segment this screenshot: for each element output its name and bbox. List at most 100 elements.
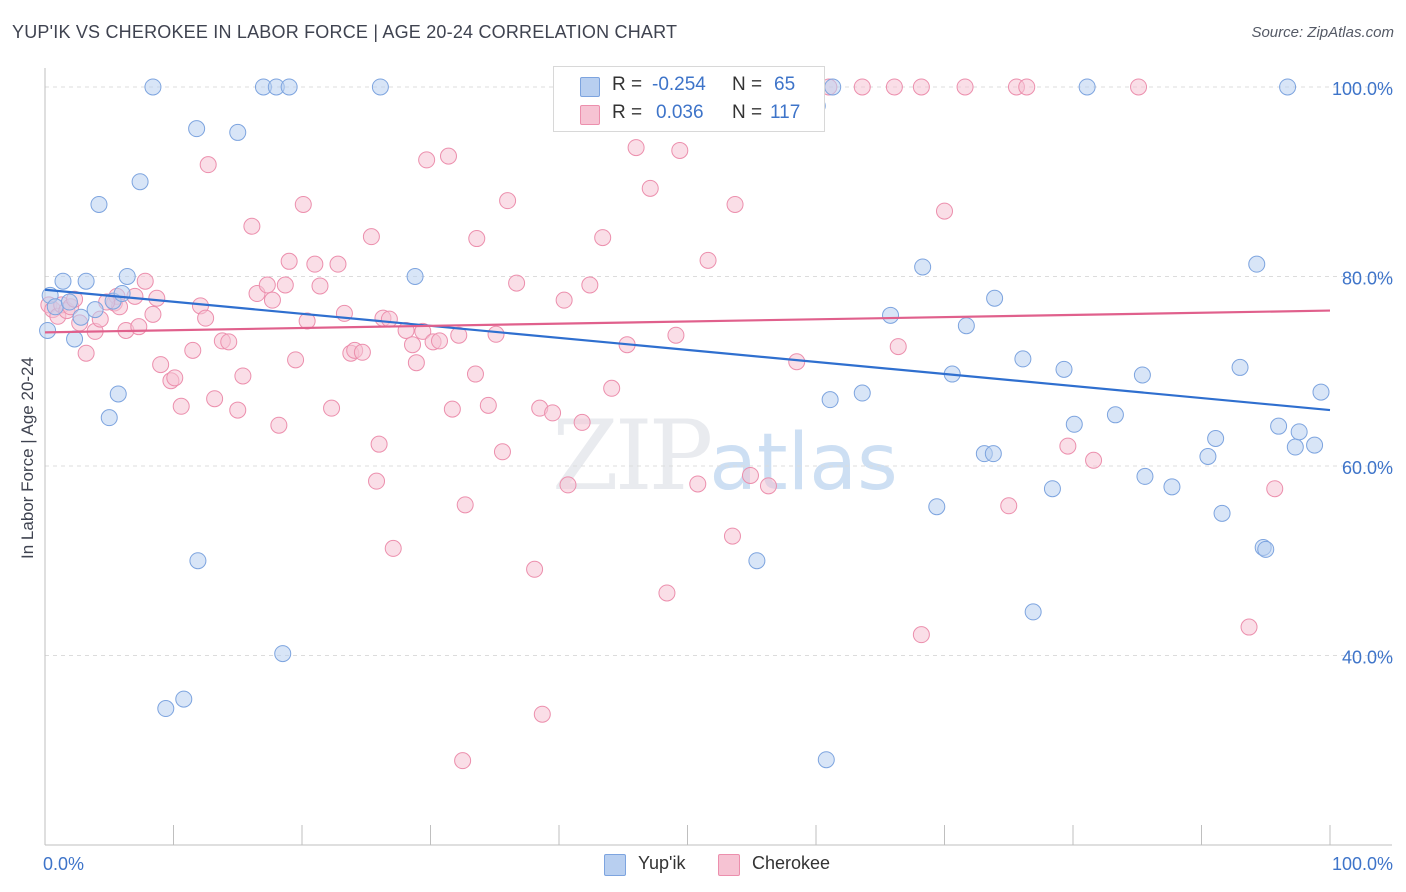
cherokee-point [956, 78, 974, 96]
cherokee-point [555, 291, 573, 309]
yupik-point [853, 384, 871, 402]
cherokee-point [404, 336, 422, 354]
yupik-point [90, 195, 108, 213]
yupik-point [1270, 417, 1288, 435]
yupik-point [914, 258, 932, 276]
cherokee-point [197, 309, 215, 327]
cherokee-point [294, 195, 312, 213]
cherokee-point [329, 255, 347, 273]
cherokee-point [889, 338, 907, 356]
cherokee-point [885, 78, 903, 96]
yupik-point [1312, 383, 1330, 401]
yupik-point [86, 301, 104, 319]
cherokee-point [172, 397, 190, 415]
cherokee-point [450, 326, 468, 344]
yupik-point [66, 330, 84, 348]
y-tick-label: 80.0% [1342, 268, 1393, 288]
cherokee-point [184, 341, 202, 359]
cherokee-point [234, 367, 252, 385]
cherokee-point [581, 276, 599, 294]
yupik-point [188, 120, 206, 138]
yupik-point [175, 690, 193, 708]
cherokee-point [280, 252, 298, 270]
yupik-point [1257, 540, 1275, 558]
yupik-point [72, 308, 90, 326]
yupik-point [1163, 478, 1181, 496]
yupik-point [957, 317, 975, 335]
yupik-swatch [580, 77, 600, 97]
y-axis-label: In Labor Force | Age 20-24 [18, 357, 37, 559]
yupik-point [406, 267, 424, 285]
x-tick-label-min: 0.0% [43, 854, 84, 874]
cherokee-point [573, 413, 591, 431]
yupik-point [1136, 467, 1154, 485]
cherokee-points [40, 78, 1284, 770]
yupik-point [60, 293, 78, 311]
cherokee-point [1130, 78, 1148, 96]
yupik-point [109, 385, 127, 403]
cherokee-point [287, 351, 305, 369]
cherokee-point [508, 274, 526, 292]
yupik-point [280, 78, 298, 96]
cherokee-point [627, 139, 645, 157]
cherokee-point [306, 255, 324, 273]
cherokee-point [362, 228, 380, 246]
cherokee-point [380, 310, 398, 328]
yupik-point [54, 272, 72, 290]
stats-row-cherokee: R = 0.036 N = 117 [554, 99, 824, 129]
cherokee-point [544, 404, 562, 422]
trend-lines [44, 288, 1331, 412]
yupik-point [144, 78, 162, 96]
yupik-point [748, 552, 766, 570]
cherokee-point [166, 369, 184, 387]
cherokee-point [229, 401, 247, 419]
yupik-point [824, 78, 842, 96]
cherokee-swatch [580, 105, 600, 125]
watermark-atlas: atlas [709, 418, 898, 508]
yupik-point [1306, 436, 1324, 454]
yupik-point [1106, 406, 1124, 424]
axes [44, 68, 1392, 846]
cherokee-point [1059, 437, 1077, 455]
cherokee-point [726, 195, 744, 213]
cherokee-point [1085, 451, 1103, 469]
cherokee-point [671, 141, 689, 159]
cherokee-point [418, 151, 436, 169]
cherokee-point [1240, 618, 1258, 636]
cherokee-point [912, 78, 930, 96]
yupik-points [39, 78, 1330, 769]
cherokee-point [603, 379, 621, 397]
cherokee-point [368, 472, 386, 490]
yupik-point [1043, 480, 1061, 498]
cherokee-point [853, 78, 871, 96]
yupik-trend-line [44, 288, 1331, 412]
r-label: R = [612, 102, 643, 123]
cherokee-point [77, 344, 95, 362]
cherokee-point [1018, 78, 1036, 96]
cherokee-point [1266, 480, 1284, 498]
cherokee-point [206, 390, 224, 408]
x-tick-label-max: 100.0% [1332, 854, 1393, 874]
r-label: R = [612, 74, 643, 95]
yupik-point [1286, 438, 1304, 456]
cherokee-point [689, 475, 707, 493]
cherokee-point [912, 626, 930, 644]
yupik-point [1014, 350, 1032, 368]
legend-label-yupik: Yup'ik [638, 853, 686, 873]
cherokee-point [258, 276, 276, 294]
yupik-point [1213, 504, 1231, 522]
cherokee-point [1000, 497, 1018, 515]
cherokee-point [667, 326, 685, 344]
cherokee-point [148, 289, 166, 307]
cherokee-point [263, 291, 281, 309]
cherokee-point [594, 229, 612, 247]
yupik-point [1248, 255, 1266, 273]
yupik-point [1231, 358, 1249, 376]
cherokee-point [430, 332, 448, 350]
yupik-point [131, 173, 149, 191]
cherokee-point [699, 251, 717, 269]
legend-label-cherokee: Cherokee [752, 853, 831, 873]
yupik-point [1199, 448, 1217, 465]
yupik-point [77, 272, 95, 290]
